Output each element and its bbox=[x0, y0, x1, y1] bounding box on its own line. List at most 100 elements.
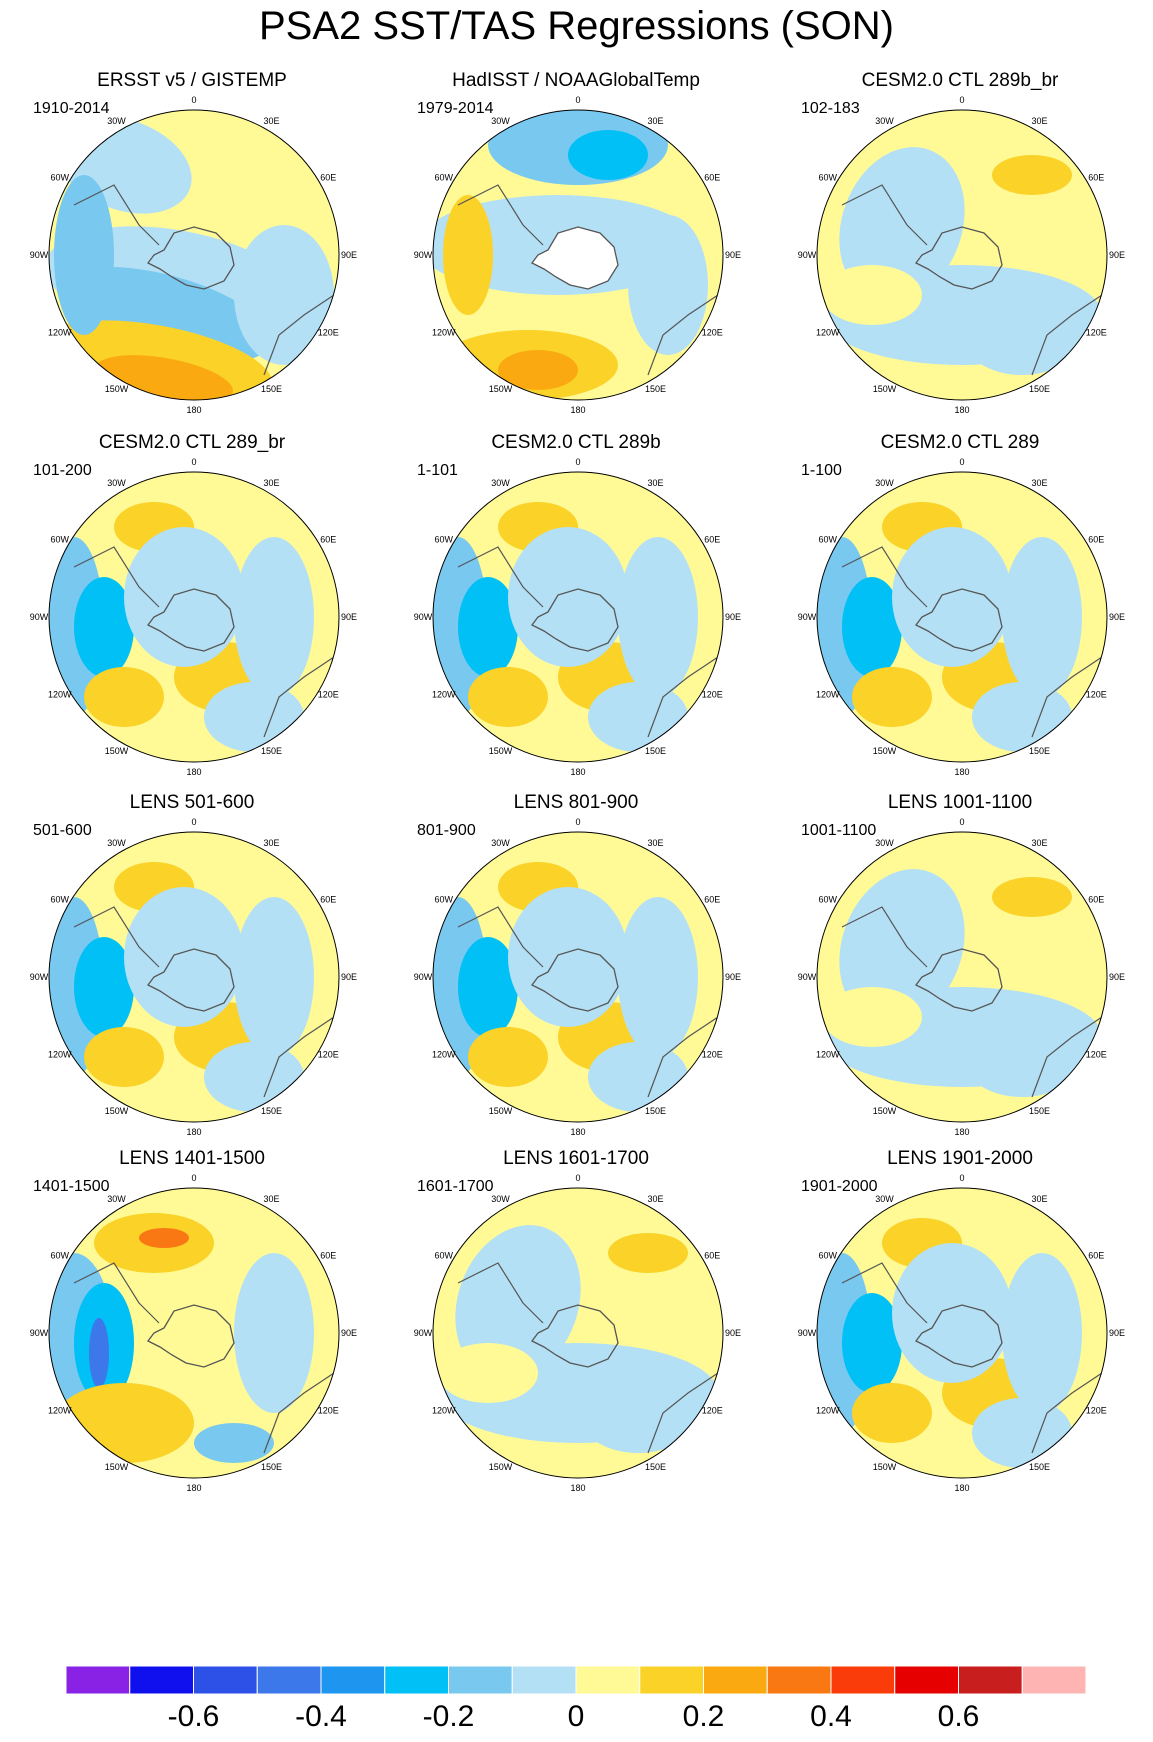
longitude-label: 30E bbox=[647, 1194, 663, 1204]
longitude-label: 120E bbox=[702, 1050, 723, 1060]
longitude-label: 90E bbox=[1109, 972, 1125, 982]
longitude-label: 90E bbox=[341, 612, 357, 622]
longitude-label: 30E bbox=[1031, 838, 1047, 848]
longitude-label: 30W bbox=[491, 1194, 510, 1204]
longitude-label: 120E bbox=[318, 328, 339, 338]
longitude-label: 30W bbox=[875, 838, 894, 848]
map-border bbox=[816, 831, 1108, 1123]
longitude-label: 60W bbox=[435, 535, 454, 545]
antarctica-outline bbox=[531, 1304, 619, 1368]
polar-map: 0 30E 60E 90E 120E 150E 180 150W 120W 90W 60W 30W bbox=[30, 817, 357, 1137]
longitude-label: 150E bbox=[1029, 384, 1050, 394]
longitude-label: 180 bbox=[954, 767, 969, 777]
longitude-label: 120W bbox=[432, 328, 456, 338]
anomaly-region bbox=[498, 350, 578, 390]
anomaly-region bbox=[508, 887, 628, 1027]
map-border bbox=[48, 471, 340, 763]
panel-title: CESM2.0 CTL 289_br bbox=[98, 432, 286, 453]
panel-period: 1-101 bbox=[417, 462, 458, 479]
map-border bbox=[432, 109, 724, 401]
longitude-label: 90W bbox=[30, 612, 49, 622]
longitude-label: 90E bbox=[341, 972, 357, 982]
longitude-label: 0 bbox=[191, 95, 196, 105]
longitude-label: 90W bbox=[414, 1328, 433, 1338]
anomaly-region bbox=[972, 1398, 1072, 1468]
longitude-label: 90W bbox=[798, 612, 817, 622]
longitude-label: 120W bbox=[432, 690, 456, 700]
map-panel: 0 30E 60E 90E 120E 150E 180 150W 120W 90W 60W 30W ER… bbox=[0, 70, 384, 465]
longitude-label: 30E bbox=[1031, 116, 1047, 126]
longitude-label: 90W bbox=[798, 972, 817, 982]
antarctica-outline bbox=[531, 226, 619, 290]
anomaly-region bbox=[234, 1253, 314, 1413]
longitude-label: 60E bbox=[320, 173, 336, 183]
anomaly-region bbox=[139, 1228, 189, 1248]
longitude-label: 120E bbox=[702, 328, 723, 338]
anomaly-region bbox=[204, 1042, 304, 1112]
colorbar-tick-labels: -0.6 -0.4 -0.2 0 0.2 0.4 0.6 bbox=[0, 1700, 1153, 1740]
map-panel: 0 30E 60E 90E 120E 150E 180 150W 120W 90W 60W 30W LE… bbox=[0, 792, 384, 1187]
anomaly-region bbox=[84, 667, 164, 727]
longitude-label: 90W bbox=[414, 250, 433, 260]
map-panel: 0 30E 60E 90E 120E 150E 180 150W 120W 90W 60W 30W CE… bbox=[768, 432, 1152, 827]
longitude-label: 180 bbox=[954, 1483, 969, 1493]
panel-period: 1601-1700 bbox=[417, 1178, 494, 1195]
longitude-label: 120W bbox=[816, 1050, 840, 1060]
longitude-label: 0 bbox=[575, 457, 580, 467]
longitude-label: 150W bbox=[873, 746, 897, 756]
panel-period: 501-600 bbox=[33, 822, 92, 839]
map-panel: 0 30E 60E 90E 120E 150E 180 150W 120W 90W 60W 30W CE… bbox=[0, 432, 384, 827]
longitude-label: 90E bbox=[725, 612, 741, 622]
anomaly-region bbox=[578, 1373, 698, 1453]
antarctica-outline bbox=[147, 1304, 235, 1368]
panel-period: 101-200 bbox=[33, 462, 92, 479]
longitude-label: 60W bbox=[51, 173, 70, 183]
map-border bbox=[48, 1187, 340, 1479]
panel-period: 1910-2014 bbox=[33, 100, 110, 117]
longitude-label: 60W bbox=[435, 895, 454, 905]
longitude-label: 0 bbox=[959, 817, 964, 827]
longitude-label: 30E bbox=[647, 838, 663, 848]
panel-title: LENS 1601-1700 bbox=[503, 1148, 649, 1169]
polar-map: 0 30E 60E 90E 120E 150E 180 150W 120W 90W 60W 30W bbox=[414, 1173, 741, 1493]
map-panel: 0 30E 60E 90E 120E 150E 180 150W 120W 90W 60W 30W CE… bbox=[768, 70, 1152, 465]
longitude-label: 60W bbox=[51, 895, 70, 905]
longitude-label: 30W bbox=[491, 478, 510, 488]
colorbar-swatch bbox=[65, 1665, 131, 1695]
panel-title: ERSST v5 / GISTEMP bbox=[97, 70, 287, 91]
longitude-label: 180 bbox=[570, 1483, 585, 1493]
colorbar-tick-label: 0 bbox=[567, 1700, 585, 1733]
anomaly-region bbox=[618, 897, 698, 1057]
longitude-label: 30E bbox=[1031, 478, 1047, 488]
longitude-label: 120W bbox=[48, 1050, 72, 1060]
antarctica-outline bbox=[915, 588, 1003, 652]
anomaly-region bbox=[438, 1343, 538, 1403]
longitude-label: 0 bbox=[959, 457, 964, 467]
longitude-label: 30W bbox=[875, 478, 894, 488]
anomaly-region bbox=[992, 877, 1072, 917]
anomaly-region bbox=[234, 537, 314, 697]
anomaly-region bbox=[89, 1318, 109, 1388]
longitude-label: 150E bbox=[261, 1462, 282, 1472]
colorbar-swatch bbox=[511, 1665, 577, 1695]
longitude-label: 60E bbox=[704, 895, 720, 905]
longitude-label: 30W bbox=[107, 1194, 126, 1204]
longitude-label: 150W bbox=[489, 1106, 513, 1116]
polar-map: 0 30E 60E 90E 120E 150E 180 150W 120W 90W 60W 30W bbox=[414, 95, 741, 415]
longitude-label: 120E bbox=[1086, 690, 1107, 700]
map-panel: 0 30E 60E 90E 120E 150E 180 150W 120W 90W 60W 30W Ha… bbox=[384, 70, 768, 465]
longitude-label: 60E bbox=[704, 173, 720, 183]
anomaly-region bbox=[588, 1042, 688, 1112]
panel-title: CESM2.0 CTL 289b bbox=[491, 432, 661, 453]
anomaly-region bbox=[839, 147, 965, 303]
longitude-label: 150W bbox=[873, 384, 897, 394]
longitude-label: 30E bbox=[1031, 1194, 1047, 1204]
panel-period: 1401-1500 bbox=[33, 1178, 110, 1195]
antarctica-outline bbox=[531, 588, 619, 652]
panel-title: LENS 1901-2000 bbox=[887, 1148, 1033, 1169]
antarctica-outline bbox=[915, 1304, 1003, 1368]
colorbar-tick-label: -0.6 bbox=[167, 1700, 220, 1733]
anomaly-region bbox=[1002, 1253, 1082, 1413]
anomaly-region bbox=[455, 1225, 581, 1381]
panel-period: 1-100 bbox=[801, 462, 842, 479]
